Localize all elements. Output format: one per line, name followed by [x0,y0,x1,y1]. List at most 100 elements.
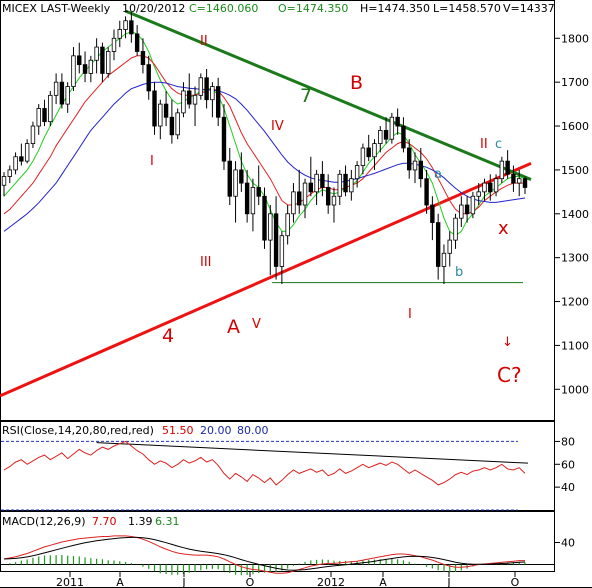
candle-body [297,191,302,206]
wave-label-b: b [455,265,463,280]
candle [522,176,528,195]
candle-body [522,178,528,188]
candle-body [210,86,215,101]
price-y-tick-label: 1600 [561,120,589,133]
candle-body [337,173,342,197]
candle-body [233,169,238,197]
candle [291,183,296,223]
candle [13,152,18,175]
candle [343,165,348,197]
candle [24,139,30,164]
candle [117,20,122,48]
macd-y-tick-label: 40 [561,537,575,550]
candle [366,134,371,162]
rsi-trend-line [96,442,529,464]
candle [268,205,273,276]
line-label-7: 7 [300,85,312,107]
x-tick-label: A [379,576,387,588]
candle [77,42,82,74]
price-y-tick-label: 1700 [561,76,589,89]
candle-body [354,165,360,180]
x-tick-label: O [246,576,255,588]
candle-body [198,77,204,96]
price-y-tick-label: 1500 [561,164,589,177]
candle [204,69,209,109]
candle-body [158,103,163,127]
candle [82,51,88,83]
rsi-line [3,440,526,486]
candle-body [262,195,267,241]
candle-body [13,156,18,171]
rsi-value: 51.50 [162,424,194,437]
ma-slow-line [3,81,526,232]
candle-body [244,182,250,215]
candle-body [169,116,175,136]
wave-label-c: c [495,137,502,152]
axes: 1000 1100 1200 1300 1400 1500 1600 1700 1800 40 60… [56,32,589,588]
candle [273,196,279,280]
candle-body [279,235,285,267]
macd-value: 7.70 [92,515,117,528]
candle-body [42,108,47,123]
candle [383,117,389,144]
candle [395,108,400,135]
price-y-tick-label: 1800 [561,32,589,45]
candle [435,213,441,280]
rsi-lower-level: 20.00 [200,424,232,437]
candle-body [100,46,105,74]
candle [297,169,302,214]
candle-body [493,178,499,193]
candle [447,231,452,267]
candle [453,213,458,249]
candle [302,178,308,219]
header-close: C=1460.060 [189,2,258,15]
rsi-y-tick-label: 60 [561,458,575,471]
candle [30,121,36,148]
candle [59,73,65,109]
candle-body [106,51,111,74]
candle-body [268,213,273,241]
candle [285,205,290,245]
rsi-plot-area [1,440,529,511]
rsi-y-tick-label: 40 [561,481,575,494]
candle [320,161,325,197]
candle-body [372,143,377,158]
x-tick-label: J [181,576,185,588]
candle-body [424,178,429,206]
candle-body [418,160,423,180]
macd-signal-line [3,536,526,571]
candle-body [435,222,441,267]
candle-body [441,252,447,267]
candle [511,165,516,192]
candle [493,174,499,197]
candle [360,143,366,175]
candle [482,178,487,201]
candle-body [412,160,418,171]
candle [123,16,128,39]
header-high: H=1474.350 [360,2,430,15]
candle [111,29,117,61]
candle-body [163,103,169,118]
candle-body [53,81,59,96]
candle [488,174,493,201]
candle [129,11,134,43]
price-y-tick-label: 1400 [561,208,589,221]
candle [349,169,354,201]
candle [354,161,360,188]
candle-body [65,86,70,105]
candle [42,99,47,127]
candle [459,196,464,227]
candle-body [140,51,146,66]
candle-body [430,204,435,223]
candle [499,156,505,184]
candle [407,139,412,179]
candle [100,42,105,83]
candle [476,183,481,206]
svg-text:MICEX LAST-Weekly 10/20/: MICEX LAST-Weekly 10/20/2012 C=1460.060 … [2,2,555,15]
candle-body [1,176,7,186]
candle [158,99,163,140]
candle [505,150,510,179]
candle-body [36,108,41,127]
candle-body [227,160,232,197]
